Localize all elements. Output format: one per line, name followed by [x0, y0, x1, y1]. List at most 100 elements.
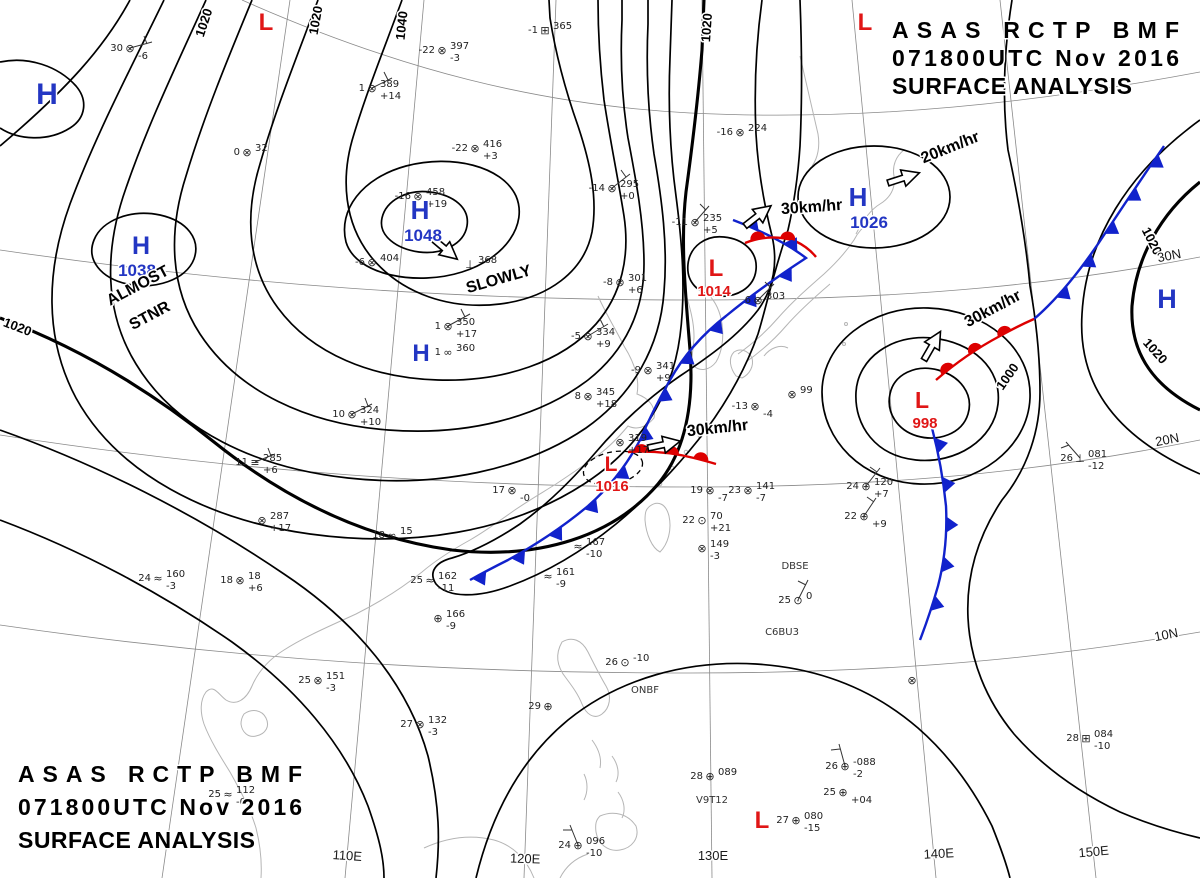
station-pressure: 287: [270, 511, 289, 522]
station-id: DBSE: [781, 561, 808, 572]
warm-front-symbols: [750, 231, 796, 241]
station-pressure: 365: [553, 21, 572, 32]
wind-barb: [694, 203, 710, 223]
cold-front-pip: [1126, 187, 1142, 201]
station-symbol: ⊗: [743, 484, 752, 497]
station-plot: ⊗-9 341+9: [631, 361, 675, 384]
station-plot: ⊗-16 458+19: [395, 187, 447, 210]
wind-barb: [351, 397, 373, 415]
station-symbol: ⊗: [705, 484, 714, 497]
station-id-text: V9T12: [696, 795, 728, 806]
coastline-japan-honshu: [737, 221, 871, 355]
isobar: [345, 0, 595, 307]
station-plot: ⊞-1 365: [528, 21, 572, 37]
station-temp: 8: [575, 391, 581, 402]
station-tendency: +6: [248, 583, 263, 594]
station-pressure: 081: [1088, 449, 1107, 460]
station-tendency: +9: [656, 373, 671, 384]
station-tendency: +0: [620, 191, 635, 202]
meridian-110e: [344, 0, 425, 878]
station-tendency: -10: [586, 848, 602, 859]
station-symbol: ⊗: [750, 400, 759, 413]
station-symbol: ∞: [443, 346, 452, 359]
station-symbol: ⊗: [437, 44, 446, 57]
station-temp: -9: [631, 365, 641, 376]
station-temp: 25: [298, 675, 311, 686]
station-tendency: -10: [1094, 741, 1110, 752]
station-symbol: ⊗: [607, 182, 616, 195]
station-temp: 0: [234, 147, 240, 158]
isobar-label: 1020: [192, 7, 215, 39]
station-tendency: +10: [360, 417, 381, 428]
station-symbol: ⊗: [443, 320, 452, 333]
grid-labels: 30N 20N 10N 110E 120E 130E 140E 150E: [331, 244, 1184, 868]
station-symbol: ⊗: [583, 390, 592, 403]
longitude-label: 130E: [698, 848, 729, 863]
station-plot: ⊗19 -7: [690, 484, 728, 504]
wind-barb: [371, 71, 393, 89]
station-plot: ≡11 285+6: [235, 453, 282, 476]
station-symbol: ⊕: [861, 480, 870, 493]
wind-barb: [587, 318, 609, 337]
station-symbol: ⊕: [791, 814, 800, 827]
cold-front-main: [469, 218, 809, 582]
station-plot: ⊕24 096-10: [558, 836, 605, 859]
station-plot: ≈25 162-11: [410, 571, 457, 594]
high-center-symbol: H: [411, 195, 430, 225]
low-center-symbol: L: [605, 453, 618, 476]
station-temp: -6: [355, 257, 365, 268]
station-pressure: 416: [483, 139, 502, 150]
station-symbol: ⊗: [470, 142, 479, 155]
low-center-value: 1016: [595, 478, 628, 495]
isobar: [51, 0, 684, 540]
cold-front-pip: [930, 595, 945, 611]
station-pressure: 397: [450, 41, 469, 52]
station-pressure: 151: [326, 671, 345, 682]
station-symbol: ⊕: [543, 700, 552, 713]
station-tendency: -0: [520, 493, 530, 504]
cold-front-pip: [1056, 285, 1071, 300]
station-plot: ⊗-14 295+0: [589, 179, 639, 202]
station-temp: 23: [728, 485, 741, 496]
station-plot: ⊥ 368: [465, 255, 497, 271]
station-pressure: -088: [853, 757, 876, 768]
wind-barb: [757, 281, 775, 301]
station-temp: -16: [717, 127, 733, 138]
station-pressure: 161: [556, 567, 575, 578]
meridian-150e: [999, 0, 1097, 878]
station-temp: -22: [419, 45, 435, 56]
station-tendency: -10: [586, 549, 602, 560]
movement-label-20kmhr: 20km/hr: [919, 128, 982, 167]
station-tendency: +04: [851, 795, 872, 806]
longitude-label: 150E: [1078, 843, 1110, 861]
station-tendency: -3: [450, 53, 460, 64]
latitude-label: 10N: [1153, 625, 1179, 644]
high-center-value: 1048: [404, 226, 442, 245]
product-title-line3: SURFACE ANALYSIS: [892, 73, 1132, 99]
station-temp: -1: [528, 25, 538, 36]
station-temp: -22: [452, 143, 468, 154]
station-symbol: ⊙: [620, 656, 629, 669]
cold-front-symbols: [930, 437, 959, 611]
movement-label-30kmhr: 30km/hr: [962, 287, 1024, 331]
isobar: [966, 0, 1200, 839]
cold-front-998-south: [918, 427, 948, 641]
station-tendency: +9: [872, 519, 887, 530]
station-symbol: ⊗: [257, 514, 266, 527]
coastline-sakhalin: [799, 55, 820, 167]
coastline-taiwan: [644, 502, 671, 553]
station-pressure: 084: [1094, 729, 1113, 740]
coastline-shikoku: [763, 345, 789, 357]
station-temp: 24: [138, 573, 151, 584]
station-tendency: -3: [428, 727, 438, 738]
wind-barb: [129, 35, 153, 49]
station-id-text: ONBF: [631, 685, 659, 696]
station-symbol: ⊗: [643, 364, 652, 377]
low-center-symbol: L: [915, 387, 929, 413]
isobar-1020-bold-east: [1130, 180, 1200, 412]
latitude-label: 30N: [1156, 246, 1182, 265]
movement-labels: ALMOST STNR SLOWLY 20km/hr 30km/hr 30km/…: [103, 127, 1026, 442]
coastline-hainan: [240, 710, 269, 737]
